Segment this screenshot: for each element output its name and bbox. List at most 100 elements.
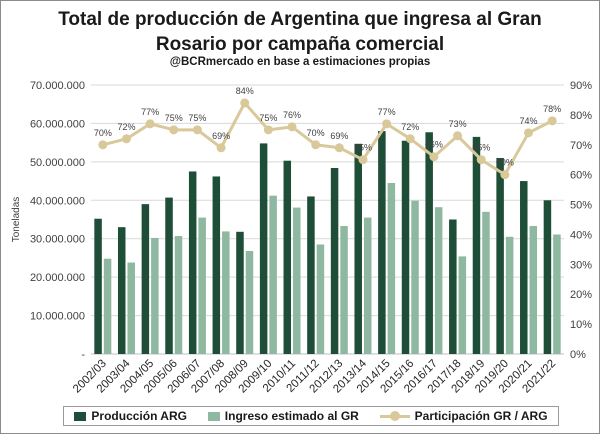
legend: Producción ARG Ingreso estimado al GR Pa… [63, 406, 559, 426]
data-label-participacion: 75% [259, 113, 277, 123]
y2-tick-label: 90% [570, 80, 592, 92]
bar-produccion [212, 176, 221, 354]
bar-ingreso [151, 237, 159, 354]
y2-tick-label: 80% [570, 110, 592, 122]
y2-tick-label: 50% [570, 200, 592, 212]
bar-ingreso [458, 256, 467, 354]
point-participacion [263, 125, 273, 135]
y-tick-label: - [81, 349, 85, 361]
data-label-participacion: 60% [496, 158, 514, 168]
point-participacion [358, 155, 368, 165]
bar-ingreso [363, 217, 372, 354]
bar-produccion [425, 132, 433, 354]
bar-produccion [283, 160, 292, 354]
y2-tick-label: 20% [570, 289, 592, 301]
data-label-participacion: 77% [378, 107, 396, 117]
point-participacion [121, 134, 131, 144]
bar-ingreso [482, 211, 490, 354]
bar-produccion [520, 181, 528, 354]
point-participacion [547, 116, 557, 126]
data-label-participacion: 69% [330, 131, 348, 141]
bar-ingreso [127, 262, 135, 354]
data-label-participacion: 75% [165, 113, 183, 123]
point-participacion [429, 152, 439, 162]
y-tick-label: 20.000.000 [30, 272, 85, 284]
data-label-participacion: 66% [425, 140, 443, 150]
bar-produccion [165, 197, 173, 354]
bar-produccion [141, 204, 150, 354]
y-tick-label: 10.000.000 [30, 311, 85, 323]
data-label-participacion: 75% [188, 113, 206, 123]
bar-ingreso [103, 258, 112, 354]
data-label-participacion: 65% [354, 143, 372, 153]
point-participacion [476, 155, 486, 165]
point-participacion [405, 134, 415, 144]
bar-produccion [94, 218, 102, 354]
data-label-participacion: 70% [307, 128, 325, 138]
bar-produccion [117, 227, 126, 354]
bar-produccion [188, 171, 197, 354]
bar-ingreso [505, 236, 514, 354]
bar-ingreso [529, 226, 538, 354]
chart-subtitle: @BCRmercado en base a estimaciones propi… [169, 56, 431, 68]
y-axis-label: Toneladas [11, 197, 22, 243]
y2-tick-label: 30% [570, 259, 592, 271]
bar-produccion [354, 143, 362, 354]
bar-produccion [378, 131, 386, 354]
data-label-participacion: 84% [236, 86, 254, 96]
bar-ingreso [387, 182, 396, 354]
point-participacion [287, 122, 297, 132]
bar-produccion [236, 231, 244, 354]
data-label-participacion: 76% [283, 110, 301, 120]
point-participacion [216, 143, 226, 153]
data-label-participacion: 72% [401, 122, 419, 132]
point-participacion [453, 131, 463, 141]
data-label-participacion: 70% [94, 128, 112, 138]
bar-produccion [449, 219, 457, 354]
bar-ingreso [174, 236, 183, 354]
point-participacion [240, 98, 250, 108]
legend-swatch-participacion [379, 411, 410, 421]
legend-label-produccion: Producción ARG [91, 409, 187, 423]
y-tick-label: 60.000.000 [30, 118, 85, 130]
point-participacion [145, 119, 155, 129]
bar-produccion [259, 143, 268, 354]
bar-ingreso [269, 195, 277, 354]
legend-swatch-produccion [74, 411, 87, 421]
bar-ingreso [553, 234, 561, 354]
point-participacion [98, 140, 108, 150]
legend-label-participacion: Participación GR / ARG [414, 409, 548, 423]
bar-produccion [543, 200, 552, 354]
legend-item-participacion: Participación GR / ARG [379, 409, 548, 423]
y-tick-label: 30.000.000 [30, 234, 85, 246]
bar-produccion [307, 196, 315, 354]
data-label-participacion: 78% [543, 104, 561, 114]
point-participacion [192, 125, 202, 135]
y2-tick-label: 10% [570, 319, 592, 331]
bar-ingreso [316, 244, 325, 354]
data-label-participacion: 69% [212, 131, 230, 141]
data-label-participacion: 77% [141, 107, 159, 117]
bar-ingreso [198, 217, 206, 354]
bar-ingreso [340, 226, 348, 354]
point-participacion [311, 140, 321, 150]
data-label-participacion: 73% [449, 119, 467, 129]
point-participacion [169, 125, 179, 135]
bar-produccion [330, 168, 339, 354]
point-participacion [334, 143, 344, 153]
legend-item-ingreso: Ingreso estimado al GR [207, 409, 359, 423]
bar-produccion [401, 140, 410, 354]
y2-tick-label: 40% [570, 229, 592, 241]
data-label-participacion: 72% [117, 122, 135, 132]
chart-title: Total de producción de Argentina que ing… [58, 9, 542, 55]
legend-swatch-ingreso [207, 411, 220, 421]
bar-produccion [496, 158, 504, 354]
y-tick-label: 50.000.000 [30, 157, 85, 169]
bar-ingreso [293, 207, 301, 354]
data-label-participacion: 74% [520, 116, 538, 126]
y2-tick-label: 0% [570, 349, 586, 361]
y2-tick-label: 70% [570, 140, 592, 152]
y2-tick-label: 60% [570, 170, 592, 182]
